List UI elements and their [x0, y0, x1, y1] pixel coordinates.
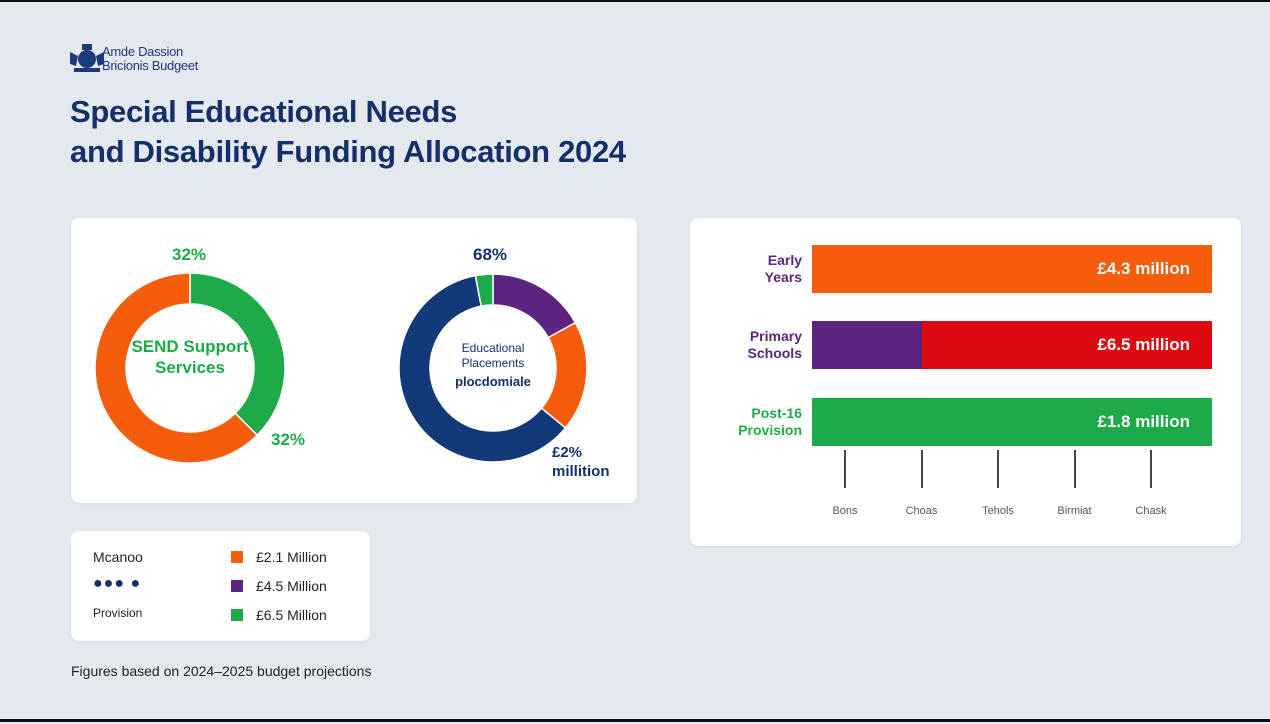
legend-swatch-green [231, 609, 243, 621]
donut-slice-orange [94, 272, 259, 464]
footer-note: Figures based on 2024–2025 budget projec… [71, 663, 372, 679]
axis-tick-label: Chask [1135, 505, 1167, 517]
axis-tick-label: Birmiat [1057, 505, 1092, 517]
donut-slice-purple [492, 273, 577, 339]
donut2-label-top: 68% [473, 245, 508, 264]
legend-item: £6.5 Million [256, 607, 327, 623]
bar-category-label: Early Years [764, 252, 802, 285]
bar-value-container: £1.8 million [812, 398, 1212, 446]
donut1-label-top: 32% [172, 245, 207, 264]
bar-value-label: £4.3 million [1097, 259, 1190, 278]
crest-icon [70, 44, 104, 72]
donut-slice-green [474, 273, 494, 307]
legend-item: £2.1 Million [256, 549, 327, 565]
axis-tick [920, 450, 923, 488]
bar-category-label: Post-16 Provision [738, 405, 802, 438]
logo: Amde Dassion Bricionis Budgeet [68, 42, 208, 74]
axis-tick [997, 450, 999, 488]
donut-slice-navy [398, 274, 567, 463]
page-title: Special Educational Needs and Disability … [70, 94, 626, 169]
legend-swatch-purple [231, 580, 243, 592]
bar-segment [812, 321, 922, 369]
legend-item: £4.5 Million [256, 578, 327, 594]
bar-segment [812, 398, 1212, 446]
axis-tick-label: Bons [832, 505, 858, 517]
logo-line1: Amde Dassion [102, 44, 183, 59]
legend-card [71, 531, 370, 641]
legend-left-label2: Provision [93, 606, 143, 620]
donut1-label-right: 32% [271, 430, 306, 449]
axis-tick [1150, 450, 1152, 488]
axis-tick [1073, 450, 1076, 488]
donut-slice-green [189, 272, 286, 437]
donut2-center-subtitle: plocdomiale [455, 374, 531, 389]
legend-swatch-orange [231, 551, 243, 563]
bar-value-container: £6.5 million [812, 321, 1212, 369]
bar-value-container: £4.3 million [812, 245, 1212, 293]
legend-dots-icon: ●●● ● [93, 575, 142, 592]
legend-left-label1: Mcanoo [93, 549, 143, 565]
donut1-center-title: SEND Support Services [131, 337, 249, 377]
axis-tick [844, 450, 846, 488]
donut2-label-bottom: £2% millition [552, 444, 610, 480]
bar-segment [812, 245, 1212, 293]
bar-category-label: Primary Schools [747, 328, 802, 361]
logo-line2: Bricionis Budgeet [102, 58, 199, 73]
bar-value-label: £6.5 million [1097, 335, 1190, 354]
bar-value-label: £1.8 million [1097, 412, 1190, 431]
axis-tick-label: Tehols [982, 505, 1014, 517]
bar-segment [922, 321, 1212, 369]
donut2-center-title: Educational Placements [461, 341, 525, 370]
axis-tick-label: Choas [905, 505, 938, 517]
